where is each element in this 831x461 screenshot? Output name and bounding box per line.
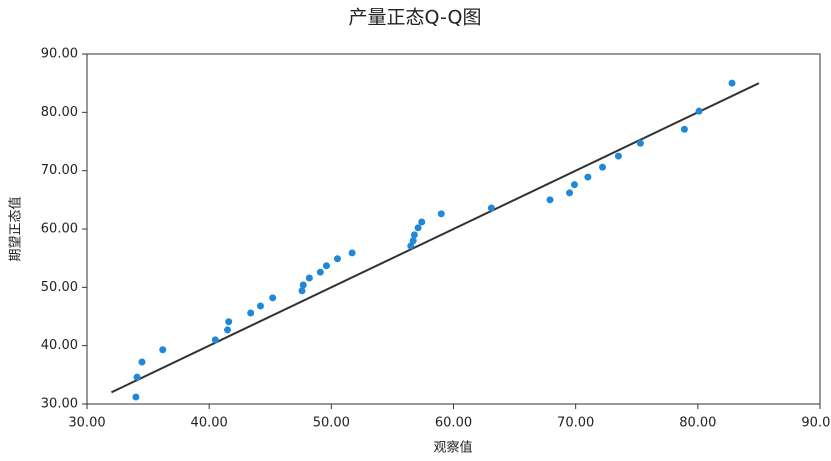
point (437, 210, 445, 218)
point (159, 346, 167, 354)
point (414, 224, 422, 232)
y-tick-label: 30.00 (41, 397, 78, 412)
point (348, 249, 356, 257)
point (223, 326, 231, 334)
y-tick-label: 90.00 (41, 47, 78, 62)
x-tick-label: 80.00 (679, 416, 716, 431)
point (133, 373, 141, 381)
point (407, 242, 415, 250)
y-tick-label: 50.00 (41, 280, 78, 295)
point (728, 79, 736, 87)
point (333, 255, 341, 263)
point (680, 125, 688, 133)
chart-title: 产量正态Q-Q图 (349, 7, 482, 29)
point (269, 294, 277, 302)
point (298, 287, 306, 295)
reference-line (111, 82, 760, 394)
point (256, 302, 264, 310)
point (322, 262, 330, 270)
point (695, 107, 703, 115)
point (614, 152, 622, 160)
x-tick-label: 90.00 (801, 416, 831, 431)
x-tick-label: 70.00 (557, 416, 594, 431)
y-tick-label: 70.00 (41, 163, 78, 178)
x-tick-label: 40.00 (191, 416, 228, 431)
point (599, 163, 607, 171)
point (225, 318, 233, 326)
y-tick-label: 40.00 (41, 338, 78, 353)
x-tick-label: 50.00 (313, 416, 350, 431)
point (636, 139, 644, 147)
point (570, 181, 578, 189)
x-tick-label: 60.00 (435, 416, 472, 431)
x-axis-label: 观察值 (433, 440, 472, 456)
point (316, 268, 324, 276)
point (418, 218, 426, 226)
point (410, 231, 418, 239)
y-axis-label: 期望正态值 (8, 196, 24, 261)
point (566, 189, 574, 197)
point (211, 336, 219, 344)
point (247, 309, 255, 317)
point (584, 173, 592, 181)
y-tick-label: 60.00 (41, 222, 78, 237)
y-tick-label: 80.00 (41, 105, 78, 120)
point (487, 204, 495, 212)
point (299, 281, 307, 289)
point (132, 393, 140, 401)
point (138, 358, 146, 366)
x-tick-label: 30.00 (68, 416, 105, 431)
point (305, 274, 313, 282)
point (409, 237, 417, 245)
point (546, 196, 554, 204)
